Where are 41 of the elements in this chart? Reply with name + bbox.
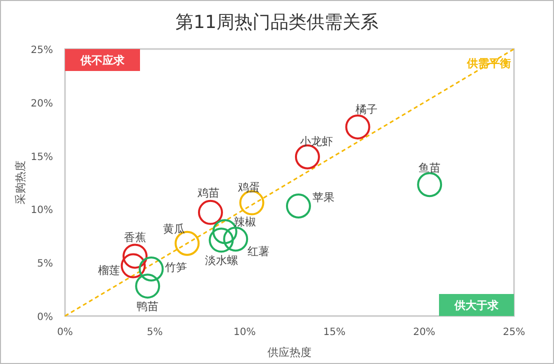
annotation: 香蕉 <box>124 231 146 244</box>
x-axis-title: 供应热度 <box>268 346 312 359</box>
annotation: 竹笋 <box>165 261 188 274</box>
point <box>223 226 248 252</box>
annotation: 供大于求 <box>454 299 500 312</box>
chart-title: 第11周热门品类供需关系 <box>176 12 378 33</box>
point <box>120 253 146 278</box>
x-tick-label: 20% <box>413 327 436 338</box>
annotation: 小龙虾 <box>300 134 333 148</box>
annotation: 鸡蛋 <box>236 180 260 194</box>
point <box>198 200 223 225</box>
y-tick-label: 15% <box>30 152 53 163</box>
point <box>138 256 164 282</box>
point <box>122 244 148 269</box>
y-tick-label: 10% <box>30 205 53 216</box>
annotation: 鸡苗 <box>196 186 220 200</box>
annotation: 橘子 <box>356 102 378 116</box>
annotation: 鸭苗 <box>136 300 159 314</box>
annotation: 辣椒 <box>234 216 256 229</box>
y-tick-label: 5% <box>37 258 53 270</box>
y-axis-title: 采购热度 <box>14 160 27 204</box>
point <box>208 228 234 253</box>
y-tick-label: 25% <box>30 45 53 56</box>
annotation: 榴莲 <box>98 264 120 277</box>
point <box>345 114 370 140</box>
annotation: 苹果 <box>312 190 334 204</box>
x-tick-label: 0% <box>57 327 73 338</box>
annotation: 黄瓜 <box>163 222 186 236</box>
annotation: 淡水螺 <box>204 254 238 268</box>
point <box>286 193 311 218</box>
annotation: 供不应求 <box>80 54 126 67</box>
point <box>135 274 160 299</box>
annotation: 红薯 <box>248 245 270 258</box>
point <box>417 172 442 198</box>
x-tick-label: 10% <box>233 327 256 338</box>
annotation: 鱼苗 <box>418 162 441 175</box>
x-tick-label: 25% <box>502 327 526 338</box>
x-tick-label: 15% <box>323 327 346 338</box>
x-tick-label: 5% <box>146 327 163 338</box>
y-tick-label: 0% <box>37 312 53 323</box>
y-tick-label: 20% <box>30 98 53 110</box>
